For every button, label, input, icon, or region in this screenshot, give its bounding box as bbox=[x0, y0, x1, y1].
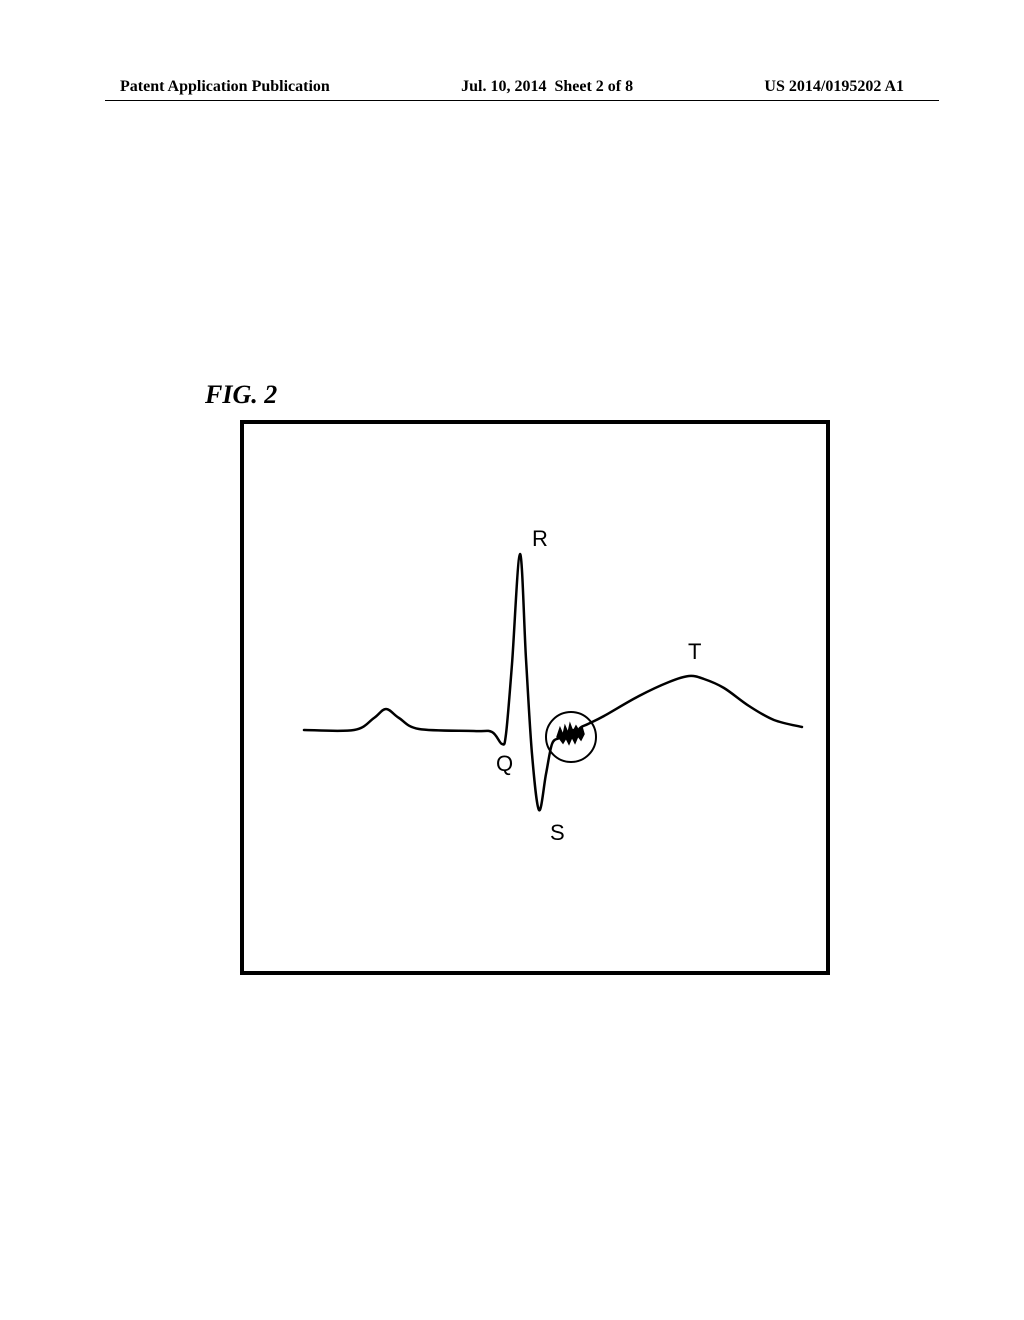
page-header: Patent Application Publication Jul. 10, … bbox=[0, 78, 1024, 96]
header-date-sheet: Jul. 10, 2014 Sheet 2 of 8 bbox=[461, 78, 633, 96]
header-rule bbox=[105, 100, 939, 101]
ecg-label-t: T bbox=[688, 639, 701, 664]
figure-label: FIG. 2 bbox=[205, 380, 277, 410]
ecg-label-s: S bbox=[550, 820, 565, 845]
ecg-label-r: R bbox=[532, 526, 548, 551]
figure-container: R Q S T bbox=[240, 420, 830, 975]
header-sheet: Sheet 2 of 8 bbox=[554, 78, 633, 95]
header-publication: Patent Application Publication bbox=[120, 78, 330, 96]
ecg-waveform-path bbox=[304, 554, 802, 810]
header-pubnumber: US 2014/0195202 A1 bbox=[764, 78, 904, 96]
figure-border-box: R Q S T bbox=[240, 420, 830, 975]
header-date: Jul. 10, 2014 bbox=[461, 78, 546, 95]
ecg-diagram: R Q S T bbox=[244, 424, 826, 971]
ecg-label-q: Q bbox=[496, 751, 513, 776]
